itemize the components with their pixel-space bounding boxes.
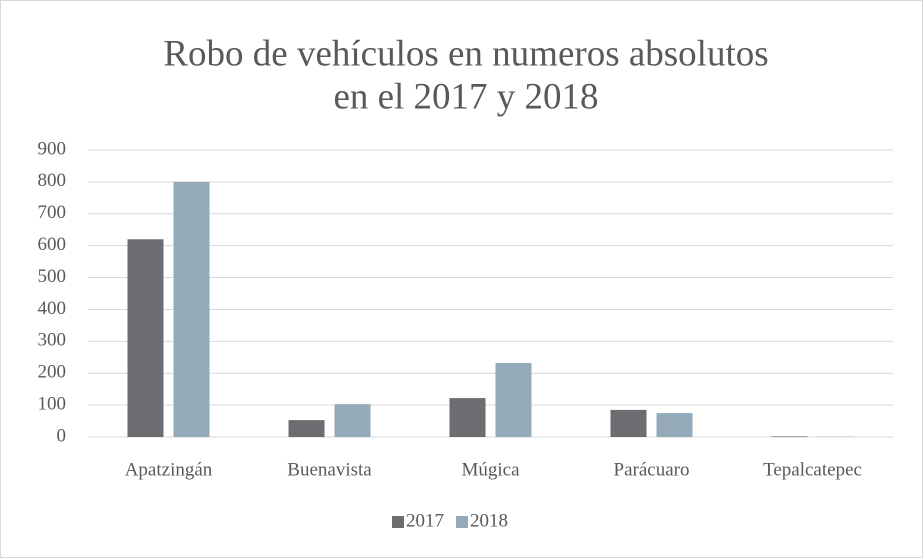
legend-swatch <box>456 516 468 528</box>
bar <box>127 239 164 437</box>
y-tick-label: 800 <box>38 170 67 191</box>
y-tick-label: 0 <box>57 425 67 446</box>
x-tick-label: Tepalcatepec <box>763 459 862 480</box>
bar <box>288 420 325 437</box>
bar <box>173 181 210 437</box>
x-tick-label: Buenavista <box>287 459 372 480</box>
y-tick-label: 400 <box>38 298 67 319</box>
bar <box>449 398 486 437</box>
bar <box>334 404 371 437</box>
y-tick-label: 900 <box>38 138 67 159</box>
x-tick-label: Apatzingán <box>125 459 213 480</box>
bar <box>495 363 532 437</box>
y-tick-label: 100 <box>38 393 67 414</box>
chart-title: Robo de vehículos en numeros absolutos <box>163 33 768 74</box>
bar <box>610 409 647 437</box>
chart-title: en el 2017 y 2018 <box>333 76 598 117</box>
y-tick-label: 700 <box>38 202 67 223</box>
x-tick-label: Múgica <box>461 459 520 480</box>
legend-swatch <box>392 516 404 528</box>
y-tick-label: 200 <box>38 362 67 383</box>
y-tick-label: 600 <box>38 234 67 255</box>
y-tick-label: 500 <box>38 266 67 287</box>
legend-label: 2017 <box>406 510 444 531</box>
y-tick-label: 300 <box>38 330 67 351</box>
bar <box>771 436 808 437</box>
x-tick-label: Parácuaro <box>614 459 690 480</box>
legend-label: 2018 <box>470 510 508 531</box>
bar <box>656 413 693 437</box>
